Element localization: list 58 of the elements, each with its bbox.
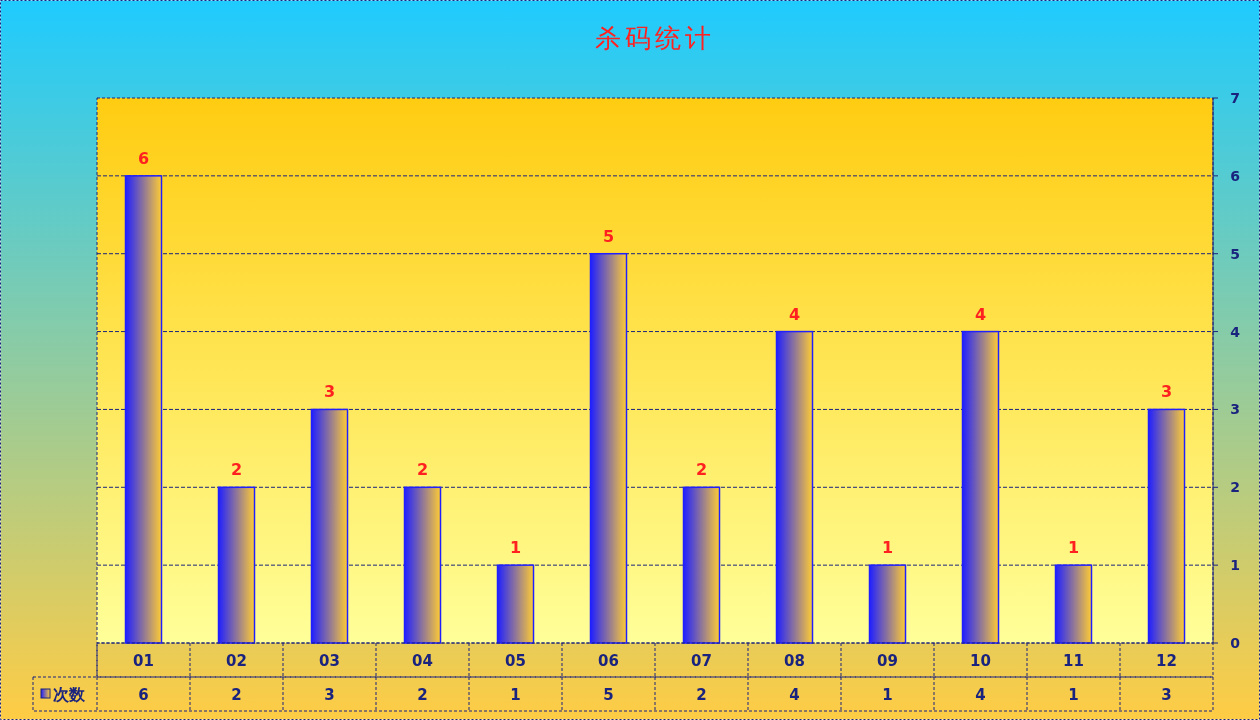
chart-title: 杀码统计 (595, 23, 715, 53)
y-tick-label: 2 (1230, 479, 1240, 496)
annotation: 3 (323, 382, 336, 402)
x-tick-label: 08 (784, 652, 805, 670)
y-tick-label: 3 (1230, 401, 1240, 418)
annotation: 1 (881, 538, 894, 558)
data-label: 1 (510, 686, 521, 704)
data-label: 6 (138, 686, 149, 704)
y-tick-label: 7 (1230, 90, 1240, 106)
bar (961, 330, 1000, 644)
annotation: 6 (137, 148, 150, 168)
y-tick-label: 1 (1230, 557, 1240, 574)
x-tick-label: 07 (691, 652, 712, 670)
annotation: 2 (230, 460, 243, 480)
bar (775, 330, 814, 644)
bar (589, 252, 628, 644)
bar (217, 486, 256, 644)
bar (124, 175, 163, 644)
x-tick-label: 01 (133, 652, 154, 670)
data-label: 3 (324, 686, 335, 704)
bar (1147, 408, 1186, 644)
legend-label: 次数 (53, 685, 86, 704)
x-tick-label: 03 (319, 652, 340, 670)
bar (496, 564, 535, 644)
x-tick-label: 10 (970, 652, 991, 670)
bar (868, 564, 907, 644)
annotation: 5 (602, 226, 615, 246)
x-tick-label: 06 (598, 652, 619, 670)
annotation: 1 (1067, 538, 1080, 558)
data-label: 2 (696, 686, 707, 704)
bar (310, 408, 349, 644)
annotation: 4 (788, 304, 801, 324)
data-label: 2 (417, 686, 428, 704)
annotation: 4 (974, 304, 987, 324)
bar (403, 486, 442, 644)
data-label: 2 (231, 686, 242, 704)
annotation: 3 (1160, 382, 1173, 402)
y-tick-label: 5 (1230, 245, 1240, 262)
y-tick-label: 0 (1230, 635, 1241, 651)
data-label: 1 (882, 686, 893, 704)
x-tick-label: 05 (505, 652, 526, 670)
y-tick-label: 6 (1230, 167, 1240, 184)
annotation: 2 (416, 460, 429, 480)
x-tick-label: 12 (1156, 652, 1177, 670)
x-tick-label: 09 (877, 652, 898, 670)
data-label: 3 (1161, 686, 1172, 704)
annotation: 2 (695, 460, 708, 480)
data-label: 4 (975, 686, 986, 704)
x-tick-label: 11 (1063, 652, 1084, 670)
data-label: 4 (789, 686, 800, 704)
data-label: 1 (1068, 686, 1079, 704)
y-tick-label: 4 (1230, 323, 1241, 340)
data-label: 5 (603, 686, 614, 704)
x-tick-label: 02 (226, 652, 247, 670)
annotation: 1 (509, 538, 522, 558)
x-tick-label: 04 (412, 652, 433, 670)
bar (682, 486, 721, 644)
bar (1054, 564, 1093, 644)
